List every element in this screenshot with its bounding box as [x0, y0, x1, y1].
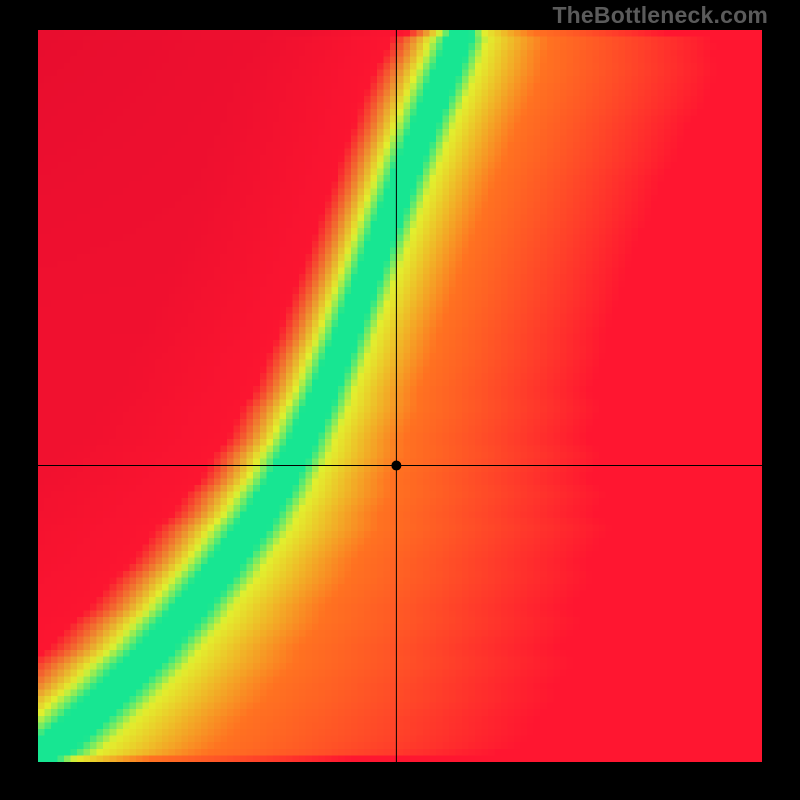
- heatmap-canvas: [38, 30, 762, 762]
- watermark-text: TheBottleneck.com: [552, 2, 768, 29]
- chart-container: TheBottleneck.com: [0, 0, 800, 800]
